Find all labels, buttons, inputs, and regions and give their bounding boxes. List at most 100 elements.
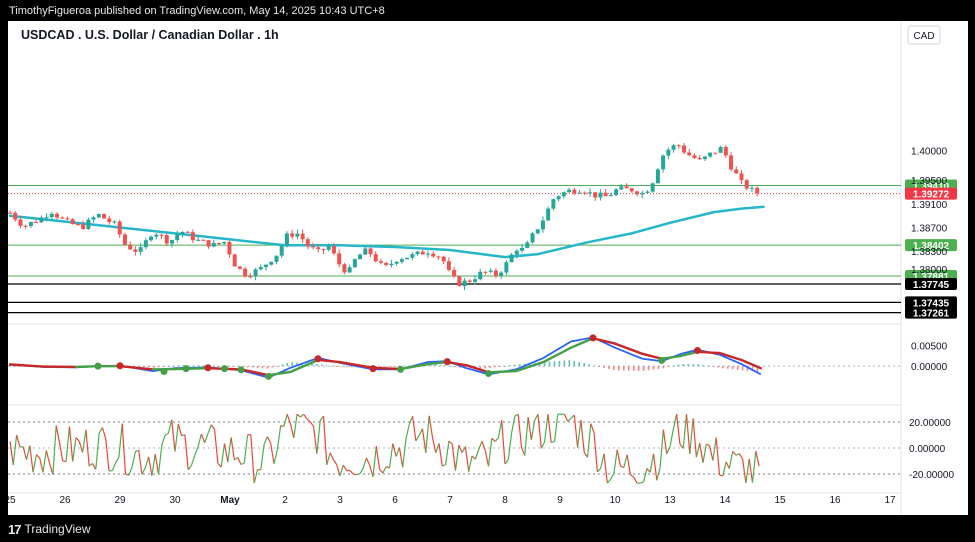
oscillator-segment xyxy=(382,466,387,474)
oscillator-segment xyxy=(207,424,212,434)
candle-body xyxy=(196,239,201,241)
candle-body xyxy=(619,186,624,190)
price-tick-label: 1.38000 xyxy=(911,265,948,276)
candle-body xyxy=(697,158,702,160)
macd-cross-dot xyxy=(589,334,597,342)
macd-histogram-bar xyxy=(687,364,689,367)
signal-line-segment xyxy=(591,337,617,345)
candle-body xyxy=(300,233,305,240)
oscillator-segment xyxy=(735,453,740,456)
oscillator-segment xyxy=(530,420,536,441)
candle-body xyxy=(269,261,274,265)
chart-title: USDCAD . U.S. Dollar / Canadian Dollar .… xyxy=(21,28,279,42)
oscillator-segment xyxy=(461,446,466,453)
oscillator-segment xyxy=(306,418,311,423)
macd-histogram-bar xyxy=(261,366,264,369)
macd-histogram-bar xyxy=(553,361,556,367)
signal-line-segment xyxy=(465,364,490,374)
oscillator-segment xyxy=(313,426,318,454)
oscillator-segment xyxy=(293,414,298,438)
oscillator-segment xyxy=(527,417,532,441)
macd-cross-dot xyxy=(221,365,228,373)
candle-body xyxy=(473,279,478,282)
macd-histogram-bar xyxy=(459,366,462,368)
macd-cross-dot xyxy=(443,358,451,366)
grid-lines xyxy=(8,21,902,515)
oscillator-segment xyxy=(553,414,559,442)
price-level-badge xyxy=(905,239,957,252)
candle-body xyxy=(122,234,127,245)
oscillator-segment xyxy=(742,458,747,484)
oscillator-segment xyxy=(458,444,463,453)
chart-area[interactable]: 1.39410 1.39272 1.38402 1.37881 1.37745 1.374… xyxy=(8,21,968,515)
macd-cross-dot xyxy=(204,364,212,372)
candle-body xyxy=(138,247,143,252)
oscillator-segment xyxy=(353,473,357,476)
macd-histogram-bar xyxy=(717,366,719,368)
oscillator-segment xyxy=(590,423,595,434)
macd-histogram-bar xyxy=(157,366,160,368)
price-level-label: 1.39272 xyxy=(913,190,950,201)
oscillator-segment xyxy=(253,469,259,484)
candle-body xyxy=(567,189,572,193)
oscillator-segment xyxy=(78,441,84,453)
x-tick-label: 25 xyxy=(8,495,16,506)
oscillator-segment xyxy=(32,454,37,473)
candle-body xyxy=(133,249,138,252)
oscillator-segment xyxy=(243,434,249,464)
oscillator-segment xyxy=(223,443,229,463)
oscillator-segment xyxy=(220,443,226,468)
candle-body xyxy=(264,264,269,268)
oscillator-segment xyxy=(738,453,744,460)
oscillator-segment xyxy=(412,416,417,442)
macd-histogram-bar xyxy=(751,366,754,372)
oscillator-pane xyxy=(8,413,901,484)
candle-body xyxy=(217,243,221,245)
macd-histogram-bar xyxy=(494,366,496,368)
macd-histogram-bar xyxy=(662,366,665,369)
candle-body xyxy=(629,188,634,192)
macd-histogram-bar xyxy=(231,366,234,367)
macd-histogram-bar xyxy=(246,366,249,368)
candle-body xyxy=(75,224,80,226)
candle-body xyxy=(713,152,718,154)
candle-body xyxy=(128,244,133,250)
candle-body xyxy=(34,221,39,223)
candle-body xyxy=(175,234,180,241)
oscillator-segment xyxy=(125,473,130,476)
currency-badge[interactable] xyxy=(907,25,941,45)
macd-cross-dot xyxy=(265,372,272,380)
candle-body xyxy=(70,219,75,225)
oscillator-segment xyxy=(217,462,222,468)
macd-histogram-bar xyxy=(266,366,269,369)
macd-histogram-bar xyxy=(330,365,333,367)
candle-body xyxy=(117,221,122,235)
candle-body xyxy=(525,242,530,248)
oscillator-segment xyxy=(75,437,80,442)
macd-pane xyxy=(8,334,901,380)
macd-histogram-bar xyxy=(623,366,625,371)
oscillator-segment xyxy=(197,433,202,447)
macd-histogram-bar xyxy=(618,366,620,371)
publisher-line: TimothyFigueroa published on TradingView… xyxy=(9,5,385,17)
macd-histogram-bar xyxy=(479,366,482,369)
oscillator-segment xyxy=(431,436,437,453)
macd-cross-dot xyxy=(694,347,701,355)
oscillator-segment xyxy=(82,429,87,453)
macd-histogram-bar xyxy=(385,366,387,368)
oscillator-segment xyxy=(55,425,61,443)
macd-histogram-bar xyxy=(637,366,640,371)
candle-body xyxy=(582,192,587,194)
oscillator-segment xyxy=(372,446,377,477)
macd-histogram-bar xyxy=(489,366,491,368)
candle-body xyxy=(331,246,336,254)
oscillator-segment xyxy=(151,453,156,476)
oscillator-segment xyxy=(586,423,592,458)
candle-body xyxy=(483,271,488,273)
oscillator-segment xyxy=(603,453,608,484)
oscillator-segment xyxy=(303,413,308,420)
macd-histogram-bar xyxy=(137,366,140,367)
oscillator-segment xyxy=(234,457,239,461)
currency-label: CAD xyxy=(913,31,934,42)
